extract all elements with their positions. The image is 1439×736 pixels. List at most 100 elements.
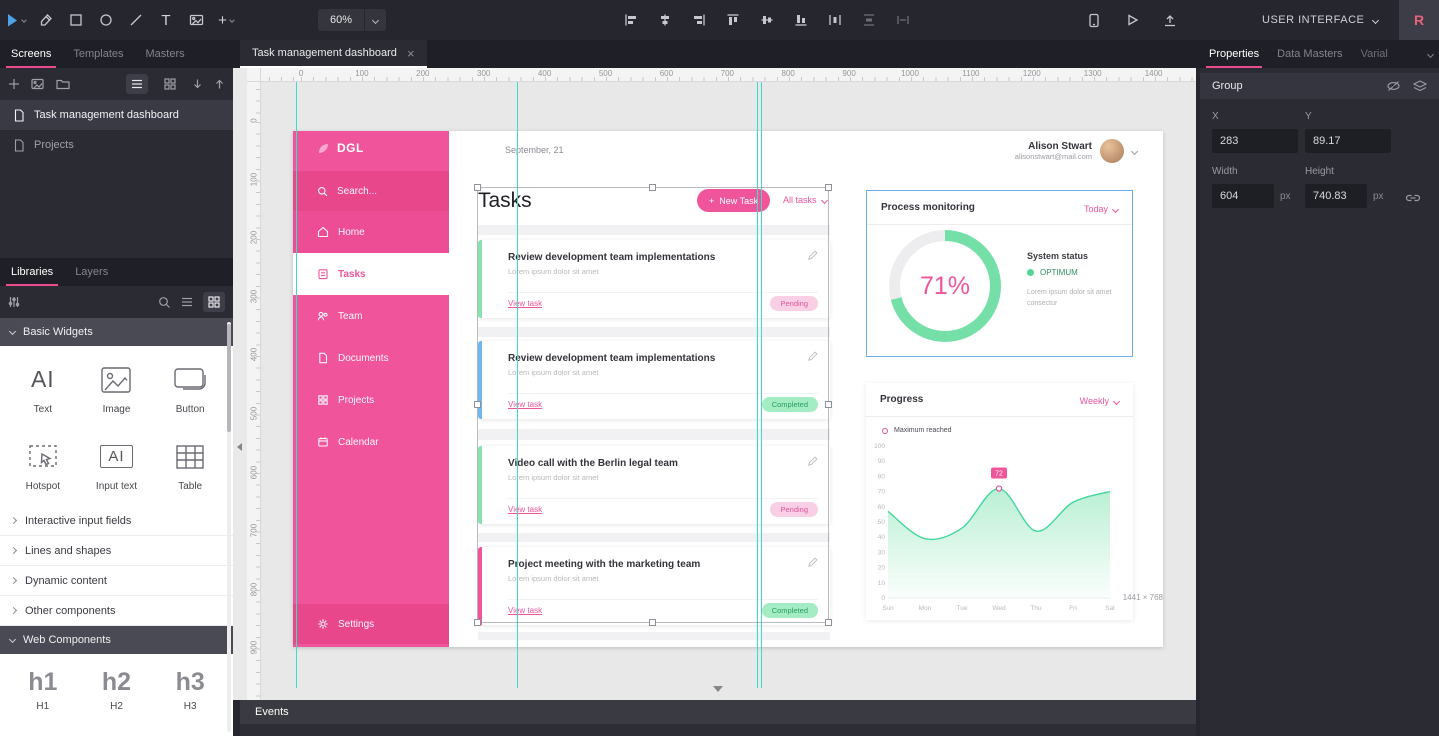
selection-handle[interactable] xyxy=(649,619,656,626)
widget-text[interactable]: AI Text xyxy=(6,350,80,427)
design-nav-home[interactable]: Home xyxy=(293,211,449,253)
zoom-dropdown-button[interactable] xyxy=(364,9,386,31)
edit-pencil-icon[interactable] xyxy=(807,250,818,261)
design-task-card[interactable]: Review development team implementations … xyxy=(478,341,830,419)
widget-h2[interactable]: h2 H2 xyxy=(101,668,132,713)
guide-line[interactable] xyxy=(757,82,758,688)
view-task-link[interactable]: View task xyxy=(508,299,543,308)
align-top-icon[interactable] xyxy=(723,7,743,33)
user-menu[interactable]: USER INTERFACE xyxy=(1262,0,1380,40)
section-interactive-input-fields[interactable]: Interactive input fields xyxy=(0,506,233,536)
view-task-link[interactable]: View task xyxy=(508,505,543,514)
spacing-icon[interactable] xyxy=(893,7,913,33)
pen-tool-button[interactable] xyxy=(36,7,56,33)
text-tool-button[interactable]: T xyxy=(161,11,171,29)
add-screen-button[interactable] xyxy=(8,78,20,90)
close-tab-icon[interactable]: × xyxy=(406,45,415,61)
layers-icon[interactable] xyxy=(1413,80,1427,92)
add-widget-button[interactable]: + xyxy=(216,7,236,33)
ellipse-tool-button[interactable] xyxy=(96,7,116,33)
tab-data-masters[interactable]: Data Masters xyxy=(1277,48,1343,60)
selection-handle[interactable] xyxy=(825,619,832,626)
x-input[interactable]: 283 xyxy=(1212,129,1298,153)
widget-h3[interactable]: h3 H3 xyxy=(175,668,205,713)
visibility-off-icon[interactable] xyxy=(1386,80,1401,92)
design-date[interactable]: September, 21 xyxy=(505,145,564,155)
distribute-horizontal-icon[interactable] xyxy=(825,7,845,33)
tab-libraries[interactable]: Libraries xyxy=(0,258,64,286)
selection-handle[interactable] xyxy=(825,184,832,191)
scrollbar-track[interactable] xyxy=(227,322,231,732)
selection-handle[interactable] xyxy=(649,184,656,191)
library-filter-icon[interactable] xyxy=(8,296,20,308)
design-today-dropdown[interactable]: Today xyxy=(1084,204,1120,214)
tab-variables[interactable]: Varial xyxy=(1360,48,1388,60)
panel-menu-icon[interactable] xyxy=(1426,50,1435,59)
design-all-tasks-filter[interactable]: All tasks xyxy=(783,195,828,205)
tab-layers[interactable]: Layers xyxy=(75,266,109,278)
height-input[interactable]: 740.83 xyxy=(1305,184,1367,208)
publish-upload-icon[interactable] xyxy=(1160,7,1180,33)
scrollbar-thumb[interactable] xyxy=(227,324,231,432)
section-dynamic-content[interactable]: Dynamic content xyxy=(0,566,233,596)
design-tasks-title[interactable]: Tasks xyxy=(478,189,532,212)
widget-input-text[interactable]: AI Input text xyxy=(80,427,154,504)
events-panel-header[interactable]: Events xyxy=(240,700,1196,724)
device-preview-icon[interactable] xyxy=(1084,7,1104,33)
tab-masters[interactable]: Masters xyxy=(145,48,185,60)
selection-handle[interactable] xyxy=(474,401,481,408)
zoom-control[interactable]: 60% xyxy=(318,9,387,31)
guide-line[interactable] xyxy=(517,82,518,688)
edit-pencil-icon[interactable] xyxy=(807,456,818,467)
tab-templates[interactable]: Templates xyxy=(73,48,124,60)
account-avatar[interactable]: R xyxy=(1399,0,1439,40)
design-nav-team[interactable]: Team xyxy=(293,295,449,337)
design-task-card[interactable]: Video call with the Berlin legal team Lo… xyxy=(478,446,830,524)
design-new-task-button[interactable]: + New Task xyxy=(697,189,771,212)
move-down-icon[interactable] xyxy=(192,78,203,90)
widget-hotspot[interactable]: Hotspot xyxy=(6,427,80,504)
align-right-icon[interactable] xyxy=(689,7,709,33)
design-weekly-dropdown[interactable]: Weekly xyxy=(1080,396,1121,406)
design-task-card[interactable]: Review development team implementations … xyxy=(478,240,830,318)
selection-handle[interactable] xyxy=(474,184,481,191)
design-nav-tasks[interactable]: Tasks xyxy=(293,253,449,295)
library-grid-view-icon[interactable] xyxy=(203,292,225,312)
distribute-vertical-icon[interactable] xyxy=(859,7,879,33)
list-view-button[interactable] xyxy=(126,74,148,94)
design-nav-settings[interactable]: Settings xyxy=(293,604,449,644)
canvas-tab-task-management-dashboard[interactable]: Task management dashboard × xyxy=(240,40,427,68)
selection-handle[interactable] xyxy=(474,619,481,626)
guide-line[interactable] xyxy=(761,82,762,688)
design-nav-documents[interactable]: Documents xyxy=(293,337,449,379)
widget-h1[interactable]: h1 H1 xyxy=(28,668,58,713)
widget-table[interactable]: Table xyxy=(153,427,227,504)
view-task-link[interactable]: View task xyxy=(508,606,543,615)
edit-pencil-icon[interactable] xyxy=(807,351,818,362)
section-basic-widgets[interactable]: Basic Widgets xyxy=(0,318,233,346)
select-tool-button[interactable] xyxy=(6,7,27,33)
align-middle-vertical-icon[interactable] xyxy=(757,7,777,33)
design-nav-calendar[interactable]: Calendar xyxy=(293,421,449,463)
width-input[interactable]: 604 xyxy=(1212,184,1274,208)
design-progress-card[interactable]: Progress Weekly Maximum reached 0 10 20 30 4… xyxy=(866,383,1133,620)
y-input[interactable]: 89.17 xyxy=(1305,129,1391,153)
link-dimensions-icon[interactable] xyxy=(1405,193,1421,203)
add-folder-button[interactable] xyxy=(56,78,70,90)
widget-button[interactable]: Button xyxy=(153,350,227,427)
edit-pencil-icon[interactable] xyxy=(807,557,818,568)
selection-handle[interactable] xyxy=(825,401,832,408)
design-user-menu[interactable]: Alison Stwart alisonstwart@mail.com xyxy=(1015,139,1139,163)
design-nav-search[interactable]: Search... xyxy=(293,171,449,211)
design-canvas[interactable]: DGL Search... Home Tasks xyxy=(261,82,1196,700)
scroll-down-icon[interactable] xyxy=(713,686,723,692)
widget-image[interactable]: Image xyxy=(80,350,154,427)
section-other-components[interactable]: Other components xyxy=(0,596,233,626)
align-center-horizontal-icon[interactable] xyxy=(655,7,675,33)
screen-item-task-management-dashboard[interactable]: Task management dashboard xyxy=(0,100,233,130)
library-list-view-icon[interactable] xyxy=(181,297,193,307)
grid-view-button[interactable] xyxy=(159,74,181,94)
rectangle-tool-button[interactable] xyxy=(66,7,86,33)
design-nav-projects[interactable]: Projects xyxy=(293,379,449,421)
tab-properties[interactable]: Properties xyxy=(1200,40,1268,68)
